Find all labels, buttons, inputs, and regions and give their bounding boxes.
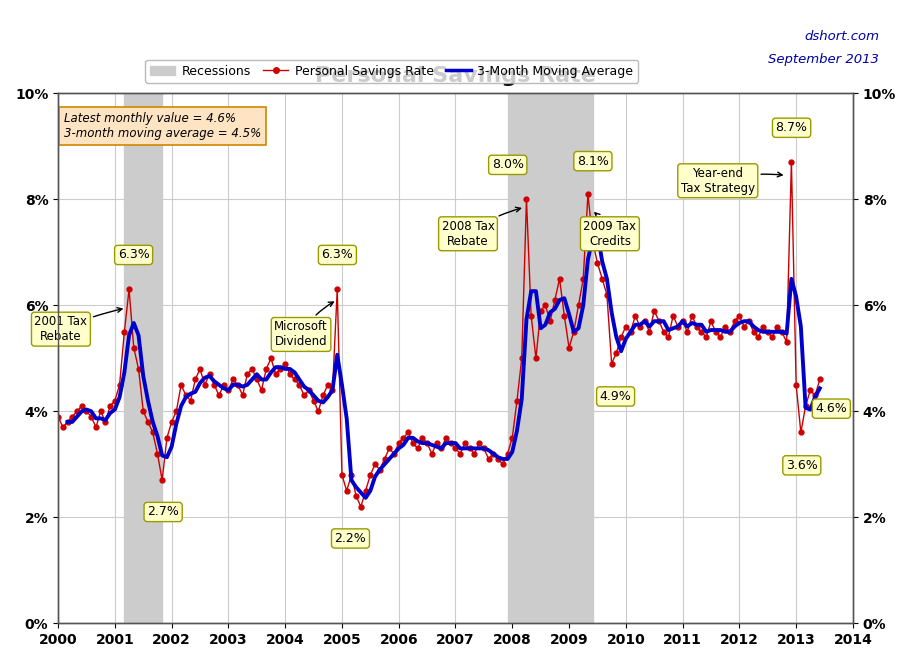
Text: Microsoft
Dividend: Microsoft Dividend: [274, 302, 333, 348]
Text: 2008 Tax
Rebate: 2008 Tax Rebate: [442, 207, 520, 248]
Text: 8.1%: 8.1%: [577, 155, 609, 167]
Text: 8.0%: 8.0%: [492, 158, 524, 171]
Text: 2009 Tax
Credits: 2009 Tax Credits: [583, 213, 637, 248]
Text: September 2013: September 2013: [768, 53, 879, 66]
Bar: [507, 93, 593, 624]
Title: Personal Savings Rate: Personal Savings Rate: [315, 66, 596, 86]
Text: 6.3%: 6.3%: [118, 248, 149, 261]
Legend: Recessions, Personal Savings Rate, 3-Month Moving Average: Recessions, Personal Savings Rate, 3-Mon…: [146, 60, 639, 83]
Text: 2.7%: 2.7%: [148, 506, 179, 518]
Text: 6.3%: 6.3%: [322, 248, 353, 261]
Text: dshort.com: dshort.com: [804, 30, 879, 43]
Text: 2001 Tax
Rebate: 2001 Tax Rebate: [35, 308, 122, 343]
Text: 2.2%: 2.2%: [334, 532, 366, 545]
Text: 8.7%: 8.7%: [775, 121, 807, 134]
Text: 4.9%: 4.9%: [599, 390, 631, 403]
Text: Latest monthly value = 4.6%
3-month moving average = 4.5%: Latest monthly value = 4.6% 3-month movi…: [64, 112, 261, 140]
Bar: [124, 93, 162, 624]
Text: 4.6%: 4.6%: [815, 402, 847, 415]
Text: 3.6%: 3.6%: [786, 459, 818, 472]
Text: Year-end
Tax Strategy: Year-end Tax Strategy: [681, 167, 783, 195]
